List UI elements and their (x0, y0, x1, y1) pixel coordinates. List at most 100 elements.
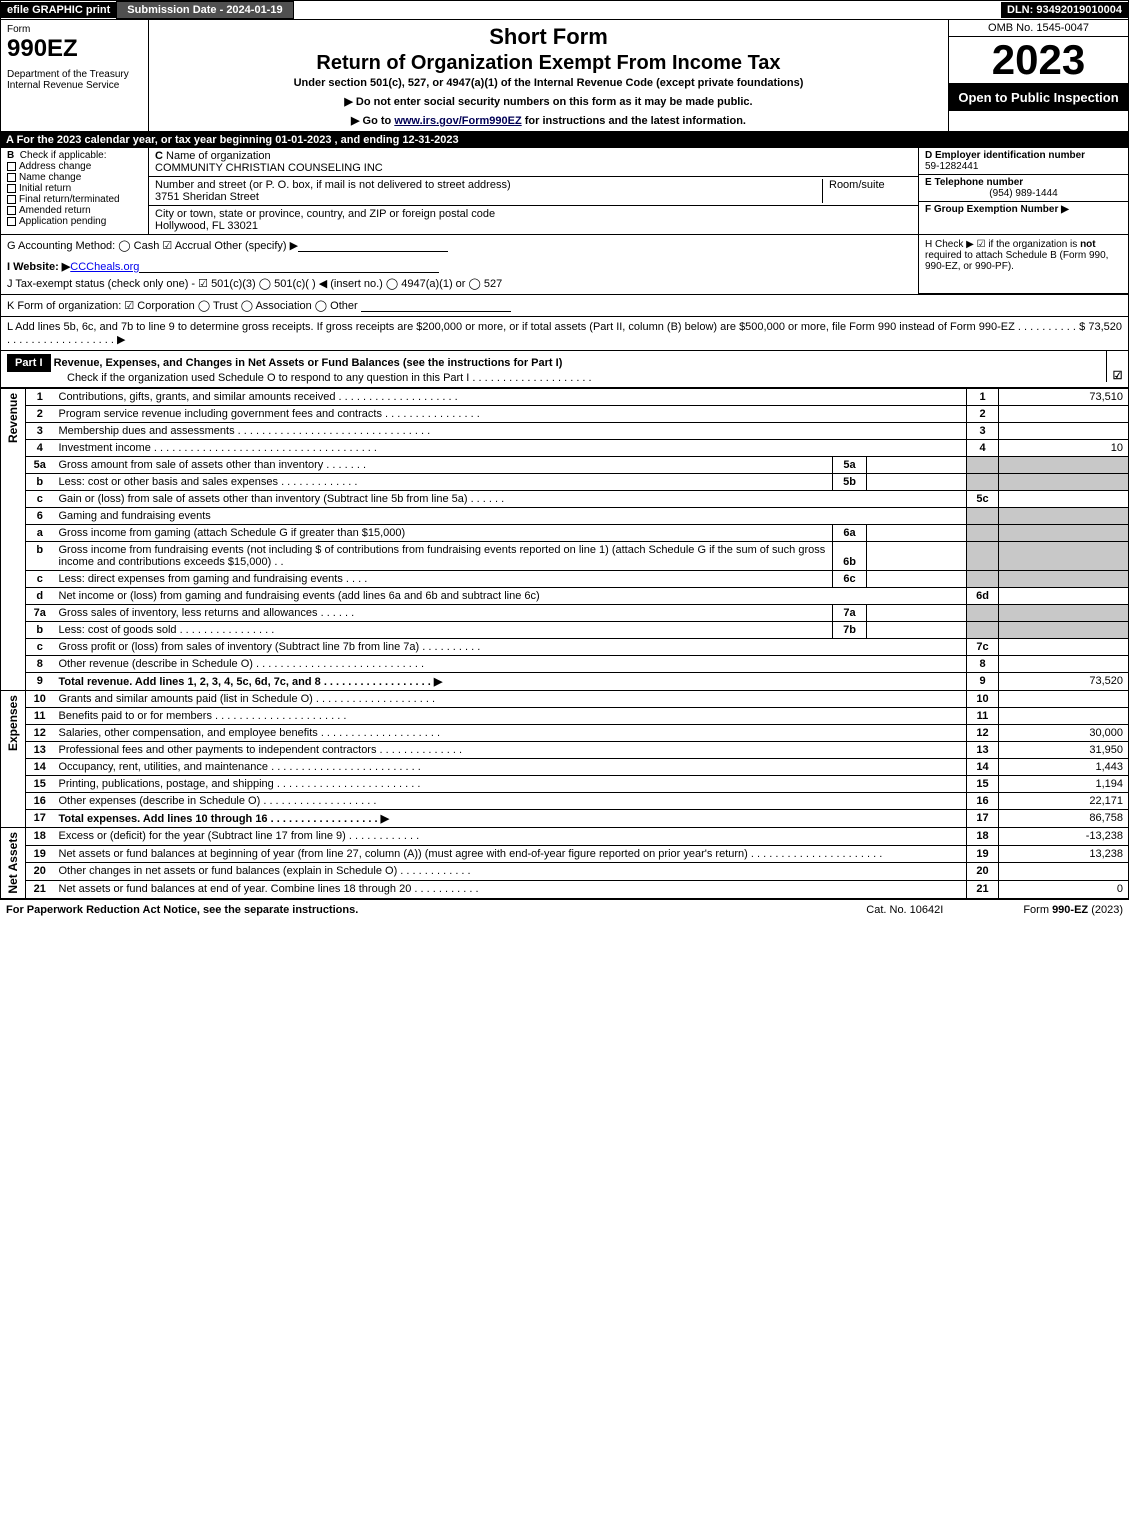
shade-cell (967, 571, 999, 588)
line-ref: 9 (967, 673, 999, 691)
line-amt (999, 588, 1129, 605)
c-name-block: C Name of organization COMMUNITY CHRISTI… (149, 148, 918, 177)
checkbox-icon (7, 173, 16, 182)
line-amt: 31,950 (999, 742, 1129, 759)
line-desc: Gain or (loss) from sale of assets other… (54, 491, 967, 508)
sub-amt (867, 542, 967, 571)
line-amt (999, 691, 1129, 708)
line-no: 14 (26, 759, 54, 776)
b-header: B Check if applicable: (7, 150, 142, 161)
i-prefix: I Website: ▶ (7, 261, 70, 273)
form-subtitle: Under section 501(c), 527, or 4947(a)(1)… (155, 77, 942, 89)
line-ref: 16 (967, 793, 999, 810)
g-other-input[interactable] (298, 240, 448, 252)
shade-cell (967, 605, 999, 622)
sub-box: 5a (833, 457, 867, 474)
j-line: J Tax-exempt status (check only one) - ☑… (7, 277, 912, 290)
omb-number: OMB No. 1545-0047 (949, 20, 1128, 37)
submission-date-button[interactable]: Submission Date - 2024-01-19 (116, 1, 293, 19)
line-no: 21 (26, 880, 54, 898)
sub-amt (867, 525, 967, 542)
expenses-vlabel: Expenses (1, 691, 26, 828)
line-ref: 10 (967, 691, 999, 708)
instructions-link[interactable]: www.irs.gov/Form990EZ (394, 115, 521, 127)
shade-cell (967, 474, 999, 491)
dln-label: DLN: 93492019010004 (1001, 2, 1128, 18)
street-label: Number and street (or P. O. box, if mail… (155, 179, 511, 191)
row-g-h: G Accounting Method: ◯ Cash ☑ Accrual Ot… (0, 235, 1129, 295)
form-number: 990EZ (7, 35, 142, 63)
part1-checkbox[interactable]: ☑ (1106, 351, 1128, 382)
l-text: L Add lines 5b, 6c, and 7b to line 9 to … (7, 321, 1079, 346)
line-a: A For the 2023 calendar year, or tax yea… (0, 132, 1129, 148)
sub-box: 7a (833, 605, 867, 622)
line-desc: Other expenses (describe in Schedule O) … (54, 793, 967, 810)
line-no: b (26, 474, 54, 491)
line-desc: Salaries, other compensation, and employ… (54, 725, 967, 742)
header-left: Form 990EZ Department of the Treasury In… (1, 20, 149, 131)
city-value: Hollywood, FL 33021 (155, 220, 258, 232)
line-no: d (26, 588, 54, 605)
website-link[interactable]: CCCheals.org (70, 261, 139, 273)
line-amt: 0 (999, 880, 1129, 898)
shade-cell (999, 508, 1129, 525)
k-other-input[interactable] (361, 300, 511, 312)
line-ref: 15 (967, 776, 999, 793)
c-city-block: City or town, state or province, country… (149, 206, 918, 234)
part1-title: Revenue, Expenses, and Changes in Net As… (54, 357, 563, 369)
line-ref: 11 (967, 708, 999, 725)
chk-initial-return[interactable]: Initial return (7, 183, 142, 194)
shade-cell (967, 508, 999, 525)
check-icon: ☑ (1113, 370, 1123, 382)
line-amt (999, 656, 1129, 673)
tax-year: 2023 (949, 37, 1128, 84)
line-amt (999, 423, 1129, 440)
netassets-vlabel: Net Assets (1, 828, 26, 899)
shade-cell (999, 474, 1129, 491)
line-ref: 5c (967, 491, 999, 508)
footer-right: Form 990-EZ (2023) (1023, 904, 1123, 916)
line-ref: 4 (967, 440, 999, 457)
line-no: 6 (26, 508, 54, 525)
chk-final-return[interactable]: Final return/terminated (7, 194, 142, 205)
line-desc: Net assets or fund balances at beginning… (54, 845, 967, 863)
line-no: 9 (26, 673, 54, 691)
shade-cell (999, 542, 1129, 571)
chk-name-change[interactable]: Name change (7, 172, 142, 183)
section-b-c-d: B Check if applicable: Address change Na… (0, 148, 1129, 235)
shade-cell (999, 525, 1129, 542)
sub-box: 5b (833, 474, 867, 491)
chk-amended-return[interactable]: Amended return (7, 205, 142, 216)
line-ref: 8 (967, 656, 999, 673)
line-amt: 22,171 (999, 793, 1129, 810)
chk-application-pending[interactable]: Application pending (7, 216, 142, 227)
line-no: 10 (26, 691, 54, 708)
shade-cell (999, 457, 1129, 474)
top-bar: efile GRAPHIC print Submission Date - 20… (0, 0, 1129, 20)
line-no: 1 (26, 389, 54, 406)
line-desc: Printing, publications, postage, and shi… (54, 776, 967, 793)
line-no: 3 (26, 423, 54, 440)
i-line: I Website: ▶CCCheals.org (7, 260, 912, 273)
form-title: Return of Organization Exempt From Incom… (155, 52, 942, 75)
line-ref: 14 (967, 759, 999, 776)
efile-label: efile GRAPHIC print (1, 2, 116, 18)
line-desc: Grants and similar amounts paid (list in… (54, 691, 967, 708)
sub-box: 6b (833, 542, 867, 571)
footer-mid: Cat. No. 10642I (866, 904, 943, 916)
line-ref: 12 (967, 725, 999, 742)
line-ref: 2 (967, 406, 999, 423)
d-label: D Employer identification number (925, 150, 1085, 161)
line-amt (999, 708, 1129, 725)
shade-cell (999, 571, 1129, 588)
line-no: 17 (26, 810, 54, 828)
sub-box: 6c (833, 571, 867, 588)
line-no: c (26, 571, 54, 588)
line-ref: 6d (967, 588, 999, 605)
line-no: 11 (26, 708, 54, 725)
chk-address-change[interactable]: Address change (7, 161, 142, 172)
line-desc: Total expenses. Add lines 10 through 16 … (54, 810, 967, 828)
phone-value: (954) 989-1444 (925, 188, 1122, 199)
line-desc: Gross profit or (loss) from sales of inv… (54, 639, 967, 656)
line-ref: 3 (967, 423, 999, 440)
